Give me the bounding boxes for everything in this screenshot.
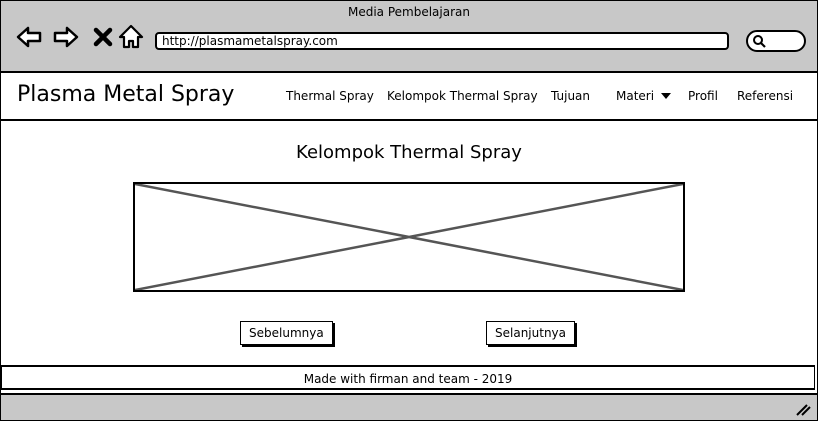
image-placeholder (133, 182, 685, 292)
footer: Made with firman and team - 2019 (1, 365, 815, 390)
browser-toolbar: Media Pembelajaran http://plasmametalspr… (1, 1, 817, 73)
search-box[interactable] (746, 30, 806, 52)
nav-item-thermal-spray[interactable]: Thermal Spray (286, 89, 374, 103)
site-navbar: Plasma Metal Spray Thermal Spray Kelompo… (1, 74, 817, 121)
nav-item-referensi[interactable]: Referensi (737, 89, 794, 103)
caret-down-icon (660, 93, 671, 99)
close-x-icon[interactable] (89, 23, 117, 51)
back-arrow-icon[interactable] (15, 23, 43, 51)
next-button[interactable]: Selanjutnya (486, 321, 575, 345)
placeholder-cross-icon (134, 182, 684, 292)
address-bar[interactable]: http://plasmametalspray.com (155, 32, 729, 50)
status-bar (1, 393, 817, 420)
nav-item-materi-label: Materi (616, 89, 655, 103)
previous-button[interactable]: Sebelumnya (240, 321, 333, 345)
search-icon (753, 35, 766, 48)
resize-grip-icon[interactable] (795, 402, 811, 416)
nav-item-kelompok-thermal-spray[interactable]: Kelompok Thermal Spray (387, 89, 538, 103)
nav-item-profil[interactable]: Profil (688, 89, 718, 103)
home-icon[interactable] (117, 23, 145, 51)
site-brand[interactable]: Plasma Metal Spray (17, 82, 235, 107)
nav-item-materi[interactable]: Materi (616, 89, 671, 103)
page-title: Kelompok Thermal Spray (296, 142, 522, 163)
window-title: Media Pembelajaran (347, 5, 470, 19)
forward-arrow-icon[interactable] (52, 23, 80, 51)
nav-item-tujuan[interactable]: Tujuan (551, 89, 591, 103)
